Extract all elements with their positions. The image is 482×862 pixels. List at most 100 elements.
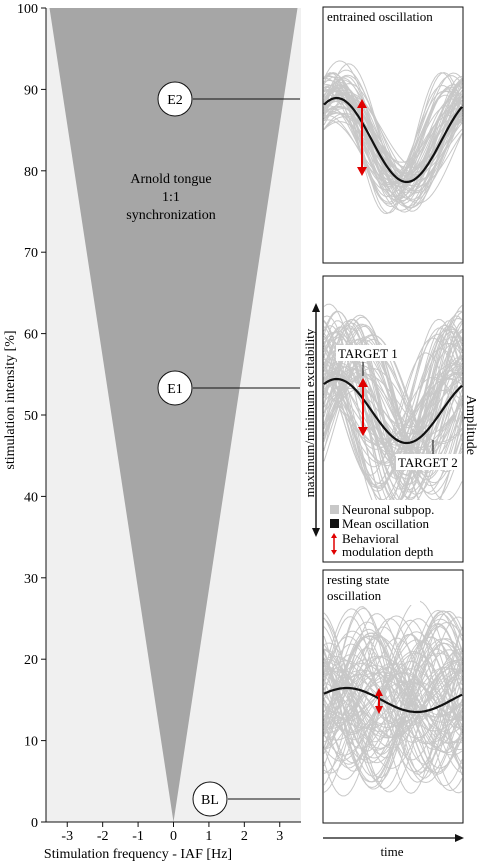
x-tick-label: -2 — [97, 829, 109, 844]
subpop-trace — [323, 79, 463, 192]
subpop-trace — [323, 323, 463, 493]
subpop-trace — [323, 642, 463, 759]
x-axis-label: Stimulation frequency - IAF [Hz] — [44, 847, 232, 862]
subpop-trace — [323, 83, 463, 193]
subpop-trace — [323, 636, 463, 761]
tongue-label-line-2: 1:1 — [162, 190, 180, 205]
subpop-trace — [323, 668, 463, 741]
subpop-trace — [323, 76, 463, 188]
marker-e1: E1 — [157, 370, 300, 406]
time-axis-label: time — [380, 844, 403, 859]
tongue-label-line-1: Arnold tongue — [130, 172, 211, 187]
y-tick-label: 60 — [24, 328, 38, 343]
x-tick-label: 1 — [205, 829, 212, 844]
excitability-axis: maximum/minimum excitability — [302, 303, 320, 537]
target-1: TARGET 1 — [336, 345, 408, 376]
subpop-trace — [323, 93, 463, 180]
subpop-trace — [323, 348, 463, 487]
subpop-trace — [323, 326, 463, 480]
marker-bl: BL — [192, 781, 300, 817]
subpop-trace — [323, 661, 463, 739]
subpop-trace — [323, 314, 463, 501]
x-ticks: -3 -2 -1 0 1 2 3 — [61, 822, 283, 844]
legend-subpop-swatch — [330, 505, 339, 514]
subpop-trace — [323, 618, 463, 764]
y-tick-label: 0 — [31, 816, 38, 831]
marker-e2: E2 — [157, 81, 300, 117]
arnold-tongue-area — [49, 8, 298, 822]
tongue-label-line-3: synchronization — [126, 208, 215, 223]
target-2-label: TARGET 2 — [398, 455, 458, 470]
left-plot: 0 10 20 30 40 50 60 70 80 90 100 -3 -2 -1 0 1 2 3 stimul… — [3, 2, 301, 862]
modulation-arrow — [375, 688, 383, 714]
y-tick-label: 50 — [24, 409, 38, 424]
subpop-trace — [323, 635, 463, 748]
x-tick-label: 2 — [241, 829, 248, 844]
mean-oscillation-line — [323, 686, 463, 714]
time-axis: time — [323, 834, 464, 859]
subpop-trace — [323, 649, 463, 751]
legend-mean-swatch — [330, 519, 339, 528]
y-axis-label: stimulation intensity [%] — [3, 330, 18, 469]
panel-entrained: entrained oscillation — [322, 6, 464, 264]
subpop-trace — [323, 619, 463, 797]
subpop-trace — [323, 616, 463, 794]
subpop-trace — [323, 666, 463, 733]
subpop-trace — [323, 363, 463, 448]
y-tick-label: 40 — [24, 490, 38, 505]
subpop-trace — [323, 618, 463, 764]
panel-entrained-title: entrained oscillation — [327, 9, 433, 24]
mean-oscillation-line — [323, 96, 463, 184]
y-tick-label: 10 — [24, 735, 38, 750]
subpop-trace — [323, 72, 463, 215]
subpop-trace — [323, 376, 463, 450]
subpop-trace — [323, 330, 463, 503]
y-tick-label: 80 — [24, 165, 38, 180]
modulation-arrow — [358, 378, 368, 436]
x-tick-label: 3 — [276, 829, 283, 844]
marker-e1-label: E1 — [167, 382, 183, 397]
subpop-trace — [323, 334, 463, 493]
x-tick-label: -1 — [132, 829, 144, 844]
subpop-trace — [323, 95, 463, 181]
subpop-trace — [323, 607, 463, 779]
legend: Neuronal subpop. Mean oscillation Behavi… — [326, 500, 462, 560]
marker-e2-label: E2 — [167, 93, 183, 108]
subpop-trace — [323, 86, 463, 205]
subpop-trace — [323, 370, 463, 464]
subpop-trace — [323, 622, 463, 789]
legend-arrow-icon — [331, 533, 337, 555]
legend-behav-line-1: Behavioral — [342, 531, 399, 546]
y-tick-label: 20 — [24, 653, 38, 668]
subpop-trace — [323, 668, 463, 726]
modulation-arrow — [357, 99, 367, 176]
x-tick-label: -3 — [61, 829, 73, 844]
target-2: TARGET 2 — [396, 440, 462, 470]
legend-subpop-label: Neuronal subpop. — [342, 502, 434, 517]
y-tick-label: 100 — [17, 2, 38, 17]
target-1-label: TARGET 1 — [338, 346, 398, 361]
legend-mean-label: Mean oscillation — [342, 516, 430, 531]
mean-oscillation-line — [323, 377, 463, 445]
subpop-trace — [323, 376, 463, 429]
subpop-trace — [323, 98, 463, 197]
subpop-trace — [323, 610, 463, 783]
panel-resting-title-line-1: resting state — [327, 572, 390, 587]
subpop-trace — [323, 671, 463, 716]
panel-middle: TARGET 1 TARGET 2 Neuronal subpop. Mean … — [302, 275, 478, 563]
x-tick-label: 0 — [170, 829, 177, 844]
subpop-trace — [323, 648, 462, 769]
subpop-trace — [323, 637, 463, 774]
subpop-trace — [323, 610, 463, 790]
subpop-trace — [323, 338, 463, 502]
subpop-trace — [323, 388, 463, 451]
subpop-trace — [323, 320, 463, 486]
subpop-trace — [323, 623, 463, 783]
subpop-trace — [323, 638, 463, 743]
subpop-trace — [323, 84, 463, 194]
y-tick-label: 30 — [24, 572, 38, 587]
y-tick-label: 70 — [24, 246, 38, 261]
panel-resting-title-line-2: oscillation — [327, 588, 382, 603]
subpop-trace — [323, 632, 463, 754]
